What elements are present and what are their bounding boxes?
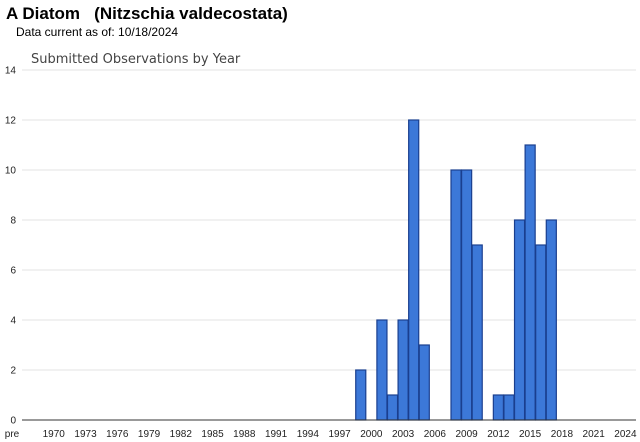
- y-tick-label: 6: [10, 266, 16, 277]
- x-tick-label: 2018: [551, 429, 574, 440]
- x-tick-label: 1988: [233, 429, 256, 440]
- x-tick-label: 2012: [487, 429, 510, 440]
- chart-title: Submitted Observations by Year: [31, 52, 241, 67]
- x-tick-label: 2009: [455, 429, 478, 440]
- page-title: A Diatom (Nitzschia valdecostata): [6, 4, 288, 23]
- x-tick-label: 1982: [170, 429, 193, 440]
- bar-2012: [492, 394, 505, 421]
- bar-2009: [460, 169, 473, 421]
- bar-2008: [450, 169, 462, 421]
- x-tick-label: 2006: [424, 429, 447, 440]
- x-tick-label: 2021: [583, 429, 606, 440]
- x-tick-label: pre: [5, 429, 20, 440]
- x-tick-label: 1976: [106, 429, 129, 440]
- bar-2013: [503, 394, 515, 421]
- bar-2017: [545, 219, 557, 421]
- x-tick-label: 2000: [360, 429, 383, 440]
- data-current-label: Data current as of: 10/18/2024: [16, 25, 179, 39]
- y-tick-label: 8: [10, 216, 16, 227]
- y-tick-label: 10: [5, 166, 17, 177]
- y-tick-label: 14: [5, 66, 17, 77]
- x-tick-label: 1985: [201, 429, 224, 440]
- y-tick-label: 0: [10, 416, 16, 427]
- bar-2001: [376, 319, 388, 421]
- bar-2014: [513, 219, 526, 421]
- bar-2016: [535, 244, 547, 421]
- y-tick-label: 2: [10, 366, 16, 377]
- bar-2004: [408, 119, 420, 421]
- y-tick-label: 4: [10, 316, 16, 327]
- y-tick-label: 12: [5, 116, 17, 127]
- x-tick-label: 2015: [519, 429, 542, 440]
- bar-2005: [418, 344, 430, 421]
- x-tick-label: 1991: [265, 429, 288, 440]
- x-tick-label: 1970: [43, 429, 66, 440]
- x-tick-label: 1997: [328, 429, 351, 440]
- x-tick-label: 1994: [297, 429, 320, 440]
- x-tick-label: 1973: [74, 429, 97, 440]
- bar-2010: [471, 244, 483, 421]
- bar-2015: [524, 144, 536, 421]
- bar-2002: [386, 394, 399, 421]
- x-tick-label: 2024: [614, 429, 637, 440]
- x-tick-label: 2003: [392, 429, 415, 440]
- x-tick-label: 1979: [138, 429, 161, 440]
- bar-2003: [397, 319, 409, 421]
- bar-1999: [355, 369, 367, 421]
